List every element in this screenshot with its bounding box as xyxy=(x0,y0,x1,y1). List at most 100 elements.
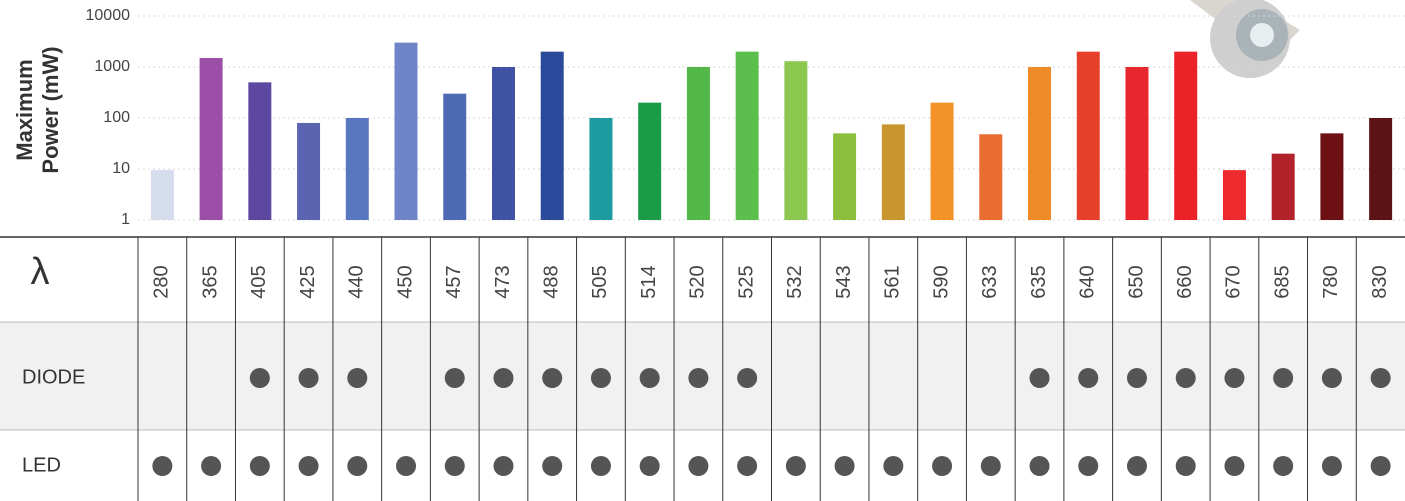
y-tick-label: 1 xyxy=(121,211,130,228)
column-header: 425 xyxy=(297,265,319,298)
availability-dot xyxy=(493,368,513,388)
bar xyxy=(1125,67,1148,220)
column-header: 780 xyxy=(1320,265,1342,298)
column-header: 590 xyxy=(930,265,952,298)
availability-dot xyxy=(883,456,903,476)
column-header: 650 xyxy=(1125,265,1147,298)
availability-dot xyxy=(591,368,611,388)
availability-dot xyxy=(1224,456,1244,476)
availability-dot xyxy=(591,456,611,476)
availability-dot xyxy=(737,368,757,388)
availability-dot xyxy=(1322,456,1342,476)
availability-dot xyxy=(445,456,465,476)
column-header: 532 xyxy=(784,265,806,298)
column-header: 543 xyxy=(833,265,855,298)
availability-dot xyxy=(542,368,562,388)
column-header: 830 xyxy=(1369,265,1391,298)
bar xyxy=(638,103,661,220)
availability-dot xyxy=(1322,368,1342,388)
column-header: 440 xyxy=(346,265,368,298)
bar xyxy=(1028,67,1051,220)
bar xyxy=(492,67,515,220)
availability-dot xyxy=(542,456,562,476)
availability-dot xyxy=(688,456,708,476)
availability-dot xyxy=(445,368,465,388)
bar xyxy=(589,118,612,220)
bar xyxy=(1174,52,1197,220)
availability-dot xyxy=(299,368,319,388)
availability-dot xyxy=(1078,368,1098,388)
y-tick-label: 1000 xyxy=(94,58,130,75)
column-header: 280 xyxy=(151,265,173,298)
bar xyxy=(784,61,807,220)
column-header: 561 xyxy=(882,265,904,298)
column-header: 635 xyxy=(1028,265,1050,298)
availability-dot xyxy=(299,456,319,476)
bar xyxy=(443,94,466,220)
availability-dot xyxy=(737,456,757,476)
availability-dot xyxy=(688,368,708,388)
y-tick-label: 10 xyxy=(112,160,130,177)
bar xyxy=(979,134,1002,220)
availability-dot xyxy=(1176,368,1196,388)
column-header: 640 xyxy=(1077,265,1099,298)
availability-dot xyxy=(152,456,172,476)
column-header: 514 xyxy=(638,265,660,298)
availability-dot xyxy=(1176,456,1196,476)
bar xyxy=(1272,154,1295,220)
availability-dot xyxy=(1371,456,1391,476)
column-header: 505 xyxy=(589,265,611,298)
page: Maximum Power (mW) λ DIODE LED 110100100… xyxy=(0,0,1405,501)
availability-dot xyxy=(932,456,952,476)
y-tick-label: 10000 xyxy=(86,7,131,24)
availability-dot xyxy=(1224,368,1244,388)
y-axis-label: Power (mW) xyxy=(38,46,63,173)
column-header: 670 xyxy=(1223,265,1245,298)
availability-dot xyxy=(1273,368,1293,388)
bar xyxy=(882,124,905,220)
availability-dot xyxy=(1030,456,1050,476)
row-label: DIODE xyxy=(22,366,85,388)
column-header: 520 xyxy=(687,265,709,298)
availability-dot xyxy=(201,456,221,476)
column-header: 660 xyxy=(1174,265,1196,298)
column-header: 525 xyxy=(735,265,757,298)
bar xyxy=(687,67,710,220)
availability-dot xyxy=(347,456,367,476)
column-header: 457 xyxy=(443,265,465,298)
y-axis-label: Maximum xyxy=(12,59,37,160)
bar xyxy=(1223,170,1246,220)
availability-dot xyxy=(1030,368,1050,388)
bar xyxy=(1077,52,1100,220)
y-tick-label: 100 xyxy=(103,109,130,126)
bar xyxy=(248,82,271,220)
availability-dot xyxy=(1127,368,1147,388)
availability-dot xyxy=(396,456,416,476)
bar xyxy=(395,43,418,220)
availability-dot xyxy=(1078,456,1098,476)
table-header: λ xyxy=(31,251,50,293)
availability-dot xyxy=(1127,456,1147,476)
availability-dot xyxy=(1273,456,1293,476)
bar xyxy=(1369,118,1392,220)
bar xyxy=(151,170,174,220)
bar xyxy=(736,52,759,220)
availability-dot xyxy=(981,456,1001,476)
availability-dot xyxy=(640,456,660,476)
availability-dot xyxy=(347,368,367,388)
column-header: 633 xyxy=(979,265,1001,298)
device-illustration xyxy=(1190,0,1300,78)
column-header: 450 xyxy=(394,265,416,298)
bar xyxy=(1320,133,1343,220)
column-header: 685 xyxy=(1271,265,1293,298)
availability-dot xyxy=(835,456,855,476)
bar xyxy=(200,58,223,220)
bar xyxy=(297,123,320,220)
availability-dot xyxy=(640,368,660,388)
availability-dot xyxy=(786,456,806,476)
column-header: 365 xyxy=(199,265,221,298)
column-header: 473 xyxy=(492,265,514,298)
availability-dot xyxy=(1371,368,1391,388)
bar xyxy=(541,52,564,220)
column-header: 488 xyxy=(540,265,562,298)
